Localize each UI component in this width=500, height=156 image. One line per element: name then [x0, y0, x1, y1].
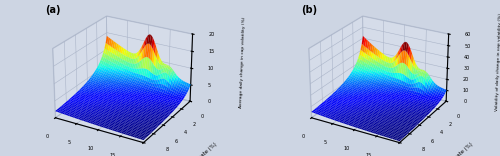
Y-axis label: Strike rate (%): Strike rate (%)	[186, 141, 218, 156]
Text: (b): (b)	[302, 5, 318, 15]
Text: (a): (a)	[46, 5, 61, 15]
Y-axis label: Strike rate (%): Strike rate (%)	[442, 141, 474, 156]
